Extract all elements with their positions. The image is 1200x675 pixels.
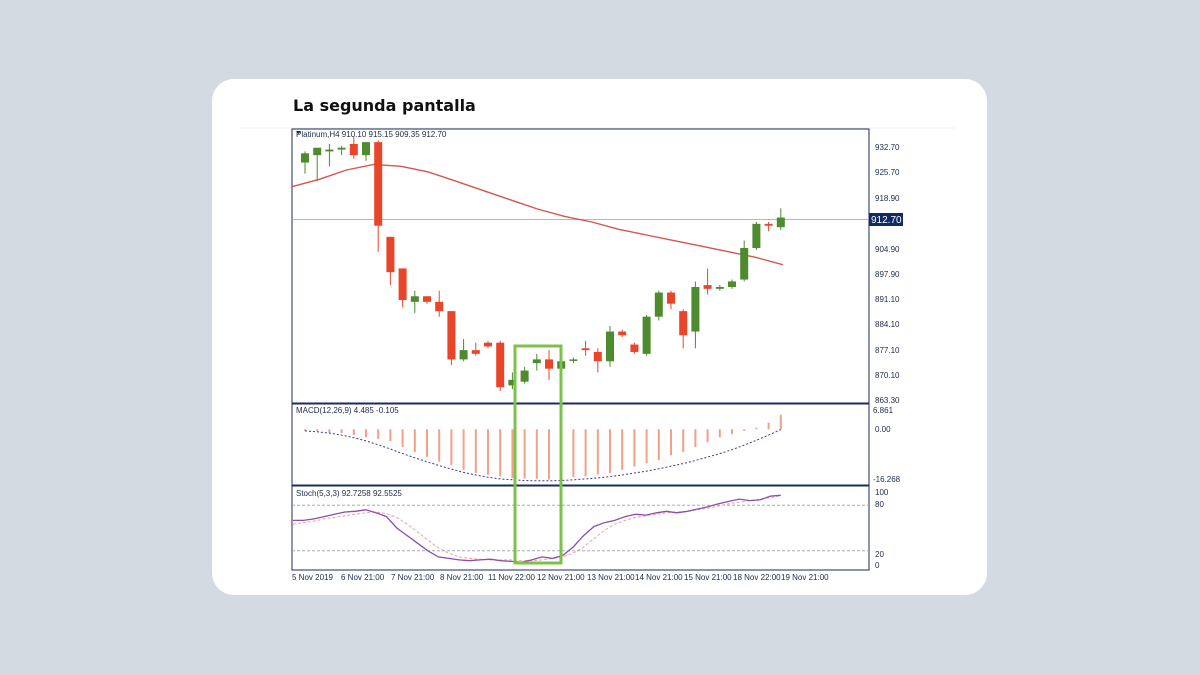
candle-body (569, 359, 578, 361)
price-tick: 904.90 (875, 245, 900, 254)
current-price-label: 912.70 (871, 215, 902, 226)
stoch-panel (291, 485, 870, 571)
candle-body (764, 223, 773, 226)
time-tick: 18 Nov 22:00 (733, 573, 781, 582)
candle-body (447, 311, 456, 360)
candle-body (691, 286, 700, 332)
macd-tick: -16.268 (873, 475, 901, 484)
time-tick: 7 Nov 21:00 (391, 573, 435, 582)
time-axis: 5 Nov 2019 6 Nov 21:00 7 Nov 21:00 8 Nov… (292, 573, 829, 582)
candle-body (630, 344, 639, 352)
price-tick: 877.10 (875, 346, 900, 355)
stoch-tick: 0 (875, 561, 880, 570)
candle-body (776, 217, 785, 228)
candle-body (740, 247, 749, 280)
candle-body (349, 143, 358, 156)
macd-label: MACD(12,26,9) 4.485 -0.105 (296, 406, 399, 415)
candle-body (642, 316, 651, 354)
time-tick: 15 Nov 21:00 (684, 573, 732, 582)
time-tick: 12 Nov 21:00 (537, 573, 585, 582)
candle-body (398, 268, 407, 300)
stoch-tick: 80 (875, 500, 884, 509)
candle-body (520, 370, 529, 382)
price-tick: 897.90 (875, 270, 900, 279)
price-tick: 925.70 (875, 168, 900, 177)
candle-body (374, 142, 383, 226)
moving-average-line (291, 163, 783, 266)
candle-body (337, 147, 346, 150)
macd-tick: 6.861 (873, 406, 894, 415)
candle-body (667, 292, 675, 304)
price-tick: 870.10 (875, 371, 900, 380)
time-tick: 11 Nov 22:00 (488, 573, 536, 582)
candle-body (325, 149, 334, 152)
macd-tick: 0.00 (875, 425, 891, 434)
time-tick: 6 Nov 21:00 (341, 573, 385, 582)
time-tick: 13 Nov 21:00 (587, 573, 635, 582)
candle-body (532, 359, 541, 364)
candle-body (386, 236, 395, 273)
candle-body (484, 342, 492, 347)
candle-body (301, 153, 309, 163)
candle-body (362, 142, 370, 156)
time-tick: 5 Nov 2019 (292, 573, 333, 582)
candle-body (752, 223, 761, 248)
price-tick: 918.90 (875, 194, 900, 203)
candle-body (715, 286, 724, 289)
candle-body (423, 296, 431, 302)
price-header: Platinum,H4 910.10 915.15 909.35 912.70 (296, 130, 447, 139)
price-tick: 863.30 (875, 396, 900, 405)
page-title: La segunda pantalla (293, 96, 476, 115)
current-price-tag (869, 213, 903, 226)
time-tick: 19 Nov 21:00 (781, 573, 829, 582)
candle-body (728, 281, 736, 287)
candle-body (435, 301, 444, 312)
time-tick: 14 Nov 21:00 (635, 573, 683, 582)
candle-body (459, 350, 468, 360)
time-tick: 8 Nov 21:00 (440, 573, 484, 582)
candle-body (654, 292, 663, 317)
candle-body (313, 147, 322, 156)
candle-body (581, 348, 590, 351)
candle-body (703, 285, 712, 289)
macd-signal-line (304, 429, 782, 482)
candle-body (593, 351, 602, 362)
candle-body (410, 296, 419, 302)
candle-body (679, 311, 688, 336)
candle-body (508, 379, 517, 386)
highlight-box (513, 344, 563, 565)
candle-body (606, 331, 614, 362)
price-axis: 932.70 925.70 918.90 904.90 897.90 891.1… (875, 143, 900, 405)
candle-body (496, 342, 505, 388)
stoch-tick: 100 (875, 488, 889, 497)
price-tick: 891.10 (875, 295, 900, 304)
stoch-main-line (293, 494, 781, 563)
candle-body (545, 359, 553, 369)
stoch-label: Stoch(5,3,3) 92.7258 92.5525 (296, 489, 402, 498)
price-tick: 884.10 (875, 320, 900, 329)
candle-body (618, 331, 627, 336)
collapse-arrow-icon (296, 131, 301, 134)
stoch-tick: 20 (875, 550, 884, 559)
price-tick: 932.70 (875, 143, 900, 152)
candle-body (471, 350, 480, 354)
macd-panel (291, 403, 870, 486)
